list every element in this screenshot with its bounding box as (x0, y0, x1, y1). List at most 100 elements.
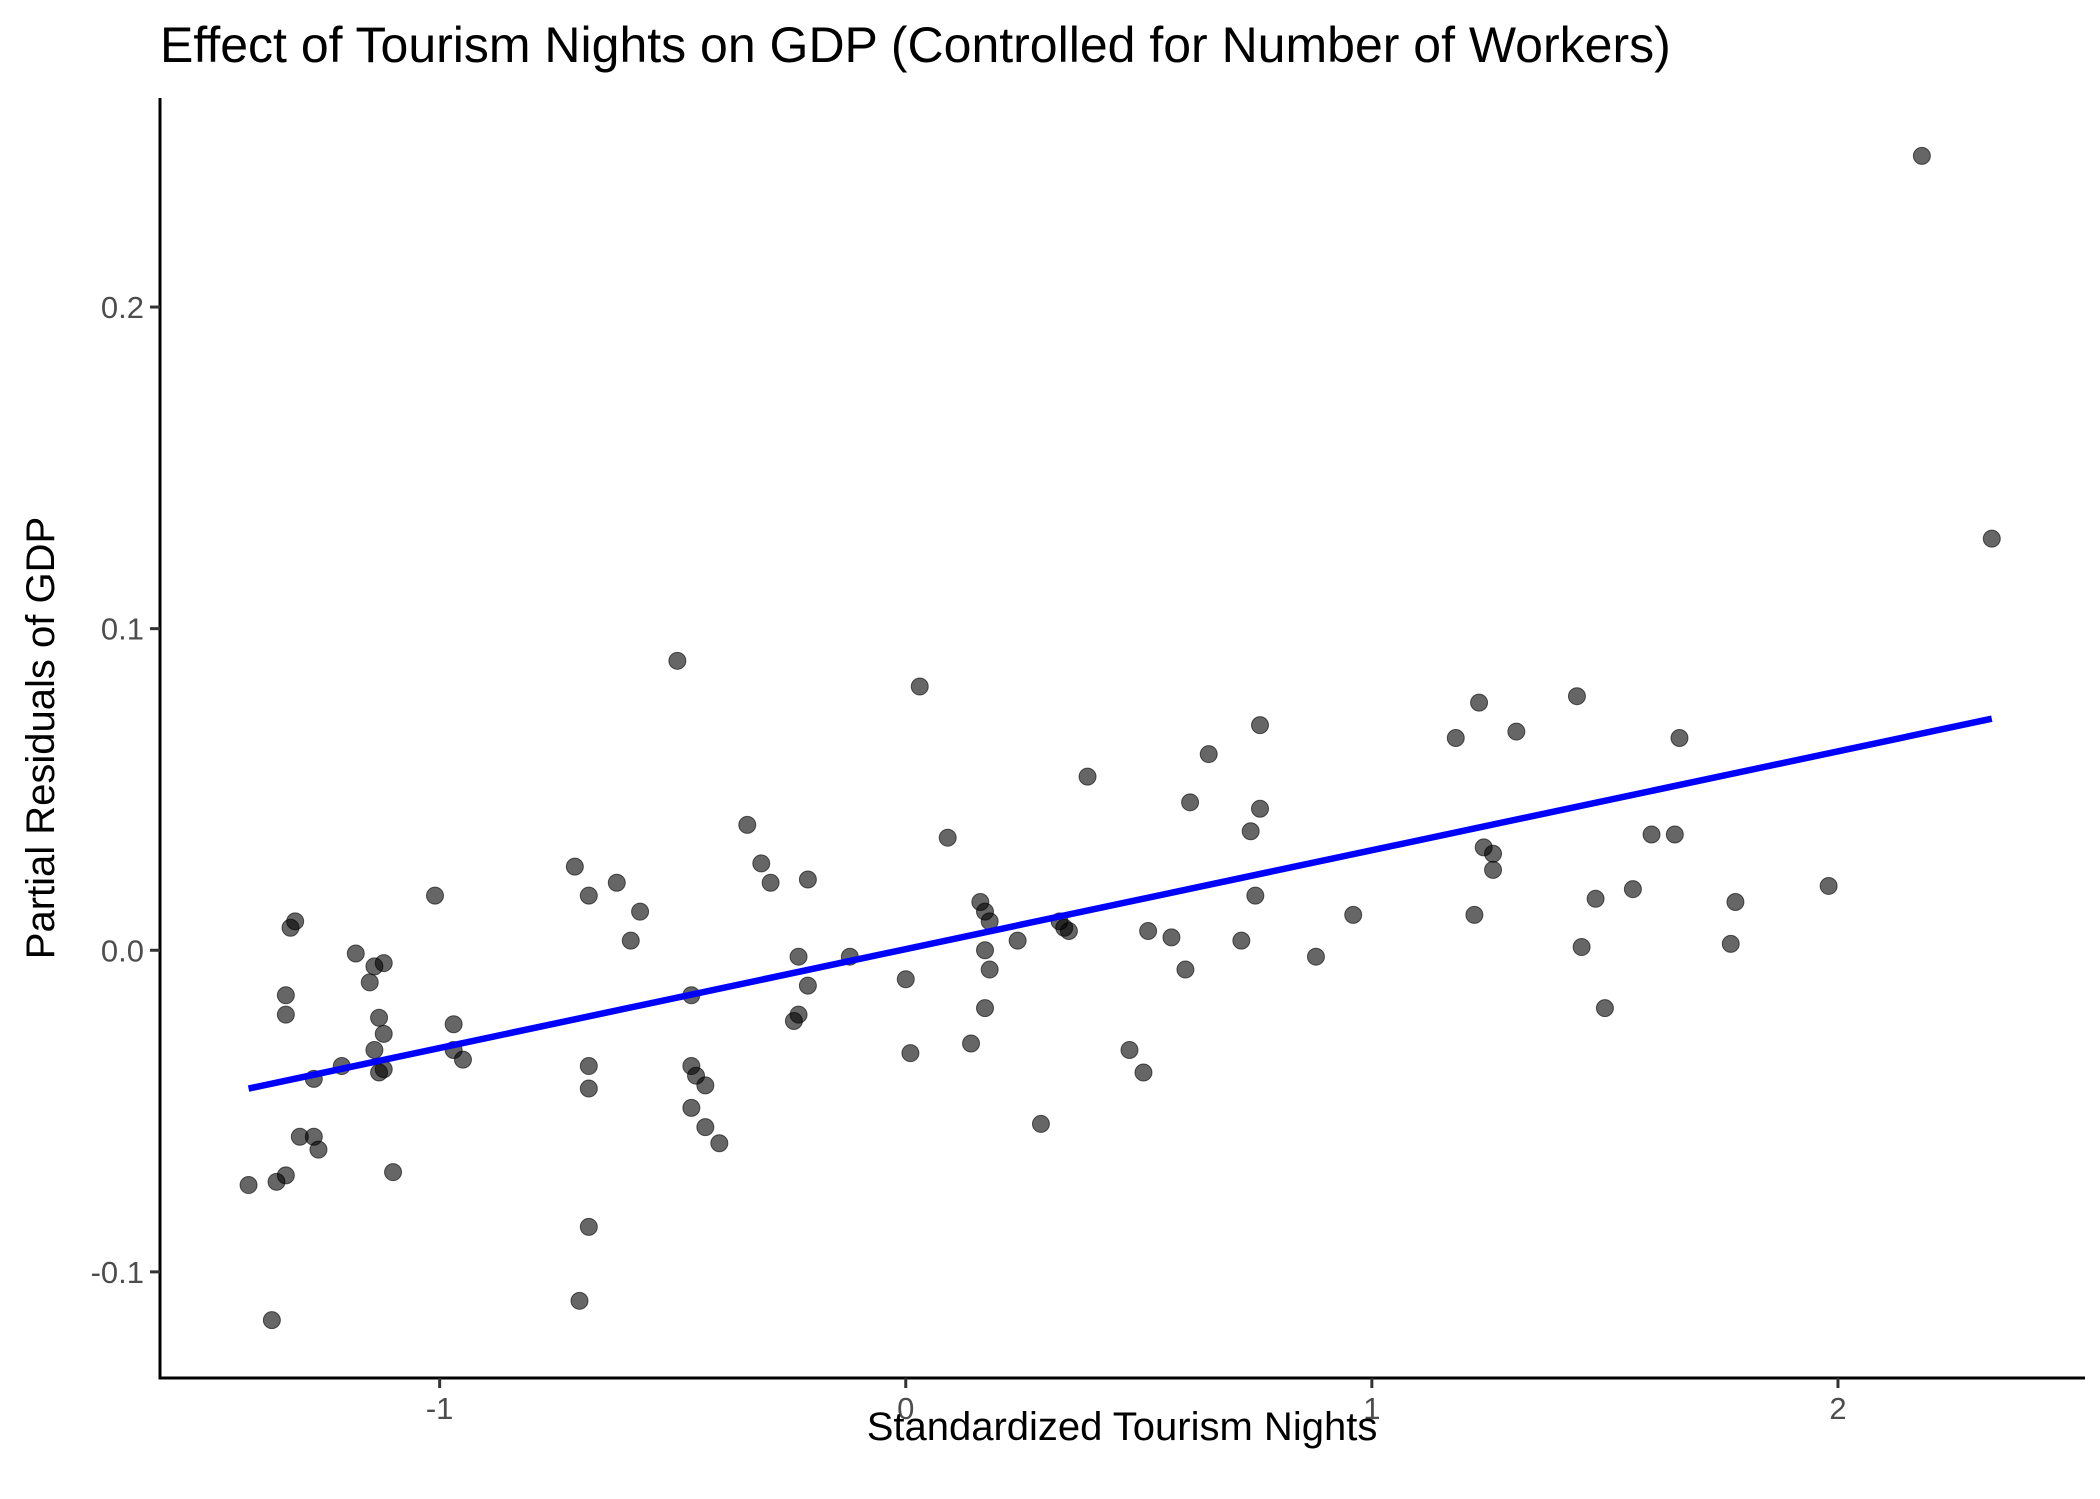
scatter-point (1134, 1063, 1153, 1082)
scatter-point (901, 1044, 920, 1063)
scatter-point (1008, 931, 1027, 950)
scatter-point (1251, 716, 1269, 735)
scatter-point (374, 954, 393, 973)
scatter-point (938, 828, 957, 847)
scatter-point (1726, 893, 1745, 912)
scatter-point (668, 651, 687, 670)
scatter-point (976, 999, 994, 1018)
scatter-point (453, 1050, 472, 1069)
scatter-point (1623, 880, 1642, 899)
scatter-point (761, 873, 780, 892)
scatter-point (682, 1098, 701, 1117)
scatter-point (1176, 960, 1195, 979)
scatter-point (752, 854, 771, 873)
scatter-point (798, 870, 817, 889)
scatter-point (579, 886, 598, 905)
scatter-point (1199, 745, 1218, 764)
scatter-point (1642, 825, 1661, 844)
scatter-point (1572, 938, 1591, 957)
scatter-point (1120, 1040, 1139, 1059)
y-tick-label: 0.0 (101, 933, 144, 968)
scatter-point (1670, 729, 1689, 747)
scatter-point (1721, 934, 1740, 953)
x-tick-label: -1 (426, 1391, 454, 1426)
scatter-point (710, 1134, 729, 1153)
scatter-point (962, 1034, 981, 1053)
scatter-point (1306, 947, 1325, 966)
scatter-point (579, 1079, 598, 1098)
scatter-point (239, 1176, 258, 1195)
scatter-point (276, 986, 295, 1005)
scatter-point (579, 1217, 598, 1236)
scatter-point (262, 1311, 281, 1330)
scatter-point (1078, 767, 1097, 786)
x-tick-label: 0 (897, 1391, 914, 1426)
scatter-point (976, 941, 994, 960)
y-tick-label: 0.2 (101, 290, 144, 325)
scatter-point (1982, 529, 2001, 548)
y-tick-label: -0.1 (91, 1255, 144, 1290)
scatter-point (1819, 876, 1838, 895)
scatter-point (1246, 886, 1265, 905)
scatter-point (1665, 825, 1684, 844)
scatter-point (374, 1024, 393, 1043)
scatter-point (570, 1291, 589, 1310)
y-ticks: -0.1 0.0 0.1 0.2 (91, 290, 160, 1290)
x-ticks: -1 0 1 2 (426, 1378, 1847, 1426)
x-tick-label: 2 (1829, 1391, 1846, 1426)
scatter-point (309, 1140, 328, 1159)
scatter-point (346, 944, 365, 963)
y-axis-title: Partial Residuals of GDP (19, 517, 63, 959)
x-tick-label: 1 (1363, 1391, 1380, 1426)
scatter-point (1484, 844, 1503, 863)
scatter-point (607, 873, 626, 892)
scatter-point (696, 1118, 715, 1137)
scatter-point (1232, 931, 1251, 950)
fit-layer (247, 715, 1993, 1092)
scatter-point (365, 1040, 384, 1059)
scatter-point (798, 976, 817, 995)
scatter-point (1446, 729, 1465, 747)
scatter-point (1567, 687, 1586, 706)
scatter-point (789, 947, 808, 966)
scatter-point (286, 912, 305, 931)
scatter-point (1470, 693, 1489, 712)
scatter-point (1059, 921, 1078, 940)
scatter-point (1139, 921, 1158, 940)
scatter-point (896, 970, 915, 989)
scatter-point (1241, 822, 1260, 841)
scatter-point (1162, 928, 1181, 947)
scatter-point (276, 1005, 295, 1024)
scatter-point (1484, 860, 1503, 879)
chart-title: Effect of Tourism Nights on GDP (Control… (160, 17, 1671, 73)
regression-line (247, 715, 1993, 1092)
scatter-point (696, 1076, 715, 1095)
scatter-point (738, 815, 757, 834)
scatter-point (1031, 1114, 1050, 1133)
y-tick-label: 0.1 (101, 612, 144, 647)
scatter-point (426, 886, 444, 905)
scatter-point (631, 902, 650, 921)
scatter-point (1465, 905, 1484, 924)
scatter-point (1912, 146, 1931, 165)
scatter-point (1181, 793, 1200, 812)
points-layer (239, 146, 2001, 1330)
x-axis-title: Standardized Tourism Nights (867, 1405, 1378, 1449)
scatter-point (789, 1005, 808, 1024)
scatter-point (1586, 889, 1605, 908)
scatter-point (370, 1008, 389, 1027)
scatter-point (384, 1163, 403, 1182)
scatter-point (276, 1166, 295, 1185)
scatter-point (980, 960, 999, 979)
scatter-point (1595, 999, 1614, 1018)
scatter-point (579, 1057, 598, 1076)
scatter-point (910, 677, 929, 696)
scatter-point (1507, 722, 1526, 741)
scatter-point (444, 1015, 463, 1034)
scatter-point (621, 931, 640, 950)
scatter-point (1344, 905, 1363, 924)
scatter-point (1251, 799, 1269, 818)
scatter-point (360, 973, 379, 992)
scatter-point (565, 857, 584, 876)
